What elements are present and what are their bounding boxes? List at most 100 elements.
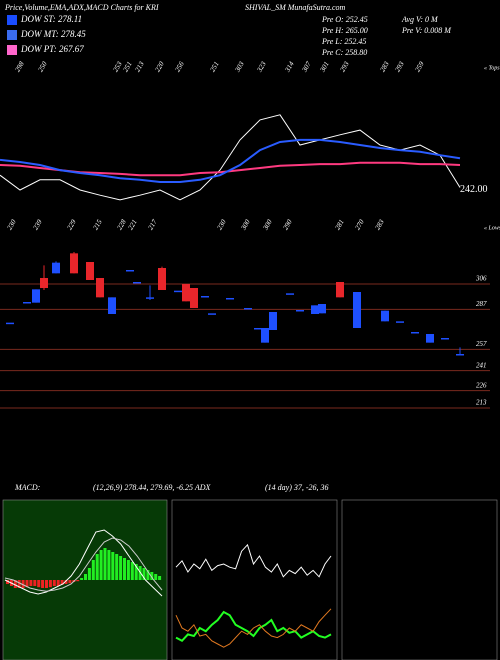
candle-body: [311, 305, 319, 314]
prev-info: Pre L: 252.45: [321, 37, 366, 46]
candle-body: [318, 304, 326, 314]
candle-body: [208, 313, 216, 315]
histogram-bar: [134, 564, 138, 580]
legend-label: DOW MT: 278.45: [20, 29, 86, 39]
candle-body: [269, 312, 277, 330]
histogram-bar: [52, 580, 56, 586]
histogram-bar: [29, 580, 33, 586]
histogram-bar: [41, 580, 45, 588]
level-label: 257: [476, 340, 487, 348]
line: [175, 608, 332, 648]
histogram-bar: [130, 562, 134, 580]
level-label: 213: [476, 399, 487, 407]
histogram-bar: [91, 560, 95, 580]
histogram-bar: [142, 568, 146, 580]
candle-body: [133, 282, 141, 284]
macd-subtitle: (12,26,9) 278.44, 279.69, -6.25 ADX: [93, 483, 212, 492]
candle-body: [426, 334, 434, 343]
candle-body: [286, 293, 294, 295]
legend-label: DOW ST: 278.11: [20, 14, 82, 24]
candle-body: [254, 328, 262, 330]
histogram-bar: [60, 580, 64, 585]
candle-body: [70, 253, 78, 274]
histogram-bar: [84, 574, 87, 580]
empty-panel: [341, 499, 498, 660]
histogram-bar: [123, 558, 126, 580]
level-label: 287: [476, 300, 487, 308]
candle-body: [456, 354, 464, 356]
histogram-bar: [87, 568, 91, 580]
histogram-bar: [158, 576, 162, 580]
histogram-bar: [80, 578, 84, 580]
prev-info: Pre O: 252.45: [321, 15, 368, 24]
candle-body: [226, 298, 234, 300]
candle-body: [190, 288, 198, 308]
candle-body: [108, 297, 116, 314]
candle-body: [40, 278, 48, 288]
histogram-bar: [99, 550, 103, 580]
histogram-bar: [56, 580, 60, 586]
histogram-bar: [21, 580, 25, 588]
legend-label: DOW PT: 267.67: [20, 44, 84, 54]
line: [175, 610, 332, 643]
volume-info: Avg V: 0 M: [401, 15, 439, 24]
histogram-bar: [150, 572, 154, 580]
histogram-bar: [13, 580, 17, 588]
legend-swatch: [7, 45, 17, 55]
histogram-bar: [119, 556, 123, 580]
candle-body: [296, 310, 304, 312]
candle-body: [182, 284, 190, 302]
level-label: 241: [476, 361, 487, 369]
histogram-bar: [107, 550, 111, 580]
histogram-bar: [25, 580, 29, 588]
level-label: 306: [475, 275, 487, 283]
histogram-bar: [115, 554, 119, 580]
legend-swatch: [7, 30, 17, 40]
candle-body: [6, 322, 14, 325]
line: [0, 114, 461, 201]
candle-body: [201, 296, 209, 298]
candle-body: [23, 302, 31, 304]
header-left: Price,Volume,EMA,ADX,MACD Charts for KRI: [4, 3, 159, 12]
histogram-bar: [33, 580, 37, 586]
candle-body: [174, 290, 182, 293]
line: [4, 537, 163, 592]
level-label: 226: [476, 381, 487, 389]
last-price-label: 242.00: [460, 184, 488, 195]
histogram-bar: [103, 548, 107, 580]
candle-body: [381, 310, 389, 322]
volume-info: Pre V: 0.008 M: [401, 26, 452, 35]
candle-body: [396, 321, 404, 323]
histogram-bar: [48, 580, 52, 588]
line: [4, 529, 163, 597]
prev-info: Pre H: 265.00: [321, 26, 368, 35]
histogram-bar: [146, 570, 150, 580]
candle-body: [353, 292, 361, 328]
histogram-bar: [45, 580, 48, 588]
candle-body: [146, 297, 154, 299]
candle-body: [261, 328, 269, 343]
candle-body: [244, 308, 252, 310]
candle-body: [86, 262, 94, 280]
macd-title: MACD:: [14, 483, 41, 492]
candle-body: [158, 268, 166, 290]
histogram-bar: [154, 574, 158, 580]
histogram-bar: [37, 580, 41, 588]
header-center: SHIVAL_SM MunafaSutra.com: [245, 3, 346, 12]
histogram-bar: [76, 580, 80, 582]
histogram-bar: [95, 554, 99, 580]
candle-body: [441, 338, 449, 340]
candle-body: [411, 332, 419, 334]
histogram-bar: [6, 580, 9, 584]
histogram-bar: [68, 580, 72, 584]
candle-body: [96, 278, 104, 298]
histogram-bar: [17, 580, 21, 588]
line: [0, 138, 461, 183]
candle-body: [52, 262, 60, 274]
histogram-bar: [111, 552, 115, 580]
candle-body: [336, 282, 344, 298]
lows-label: « Lows: [484, 225, 500, 231]
adx-title: (14 day) 37, -26, 36: [265, 483, 329, 492]
candle-body: [32, 289, 40, 303]
